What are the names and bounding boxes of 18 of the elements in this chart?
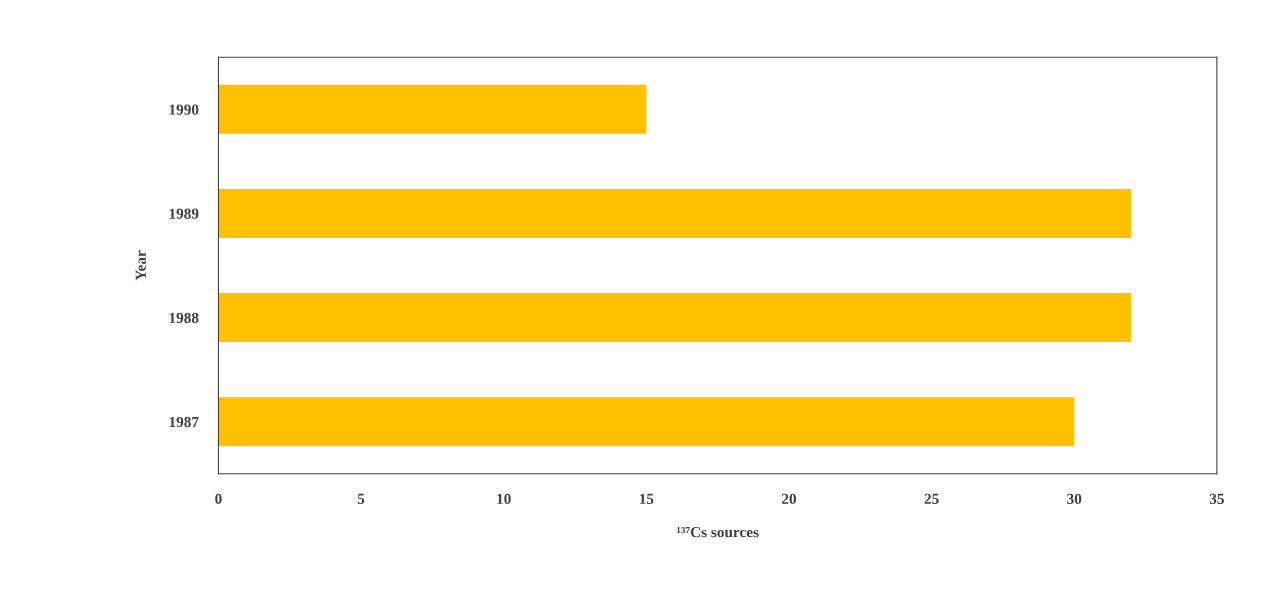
y-tick-label: 1990 <box>169 104 199 115</box>
bar <box>218 293 1132 343</box>
x-tick-label: 35 <box>1209 493 1224 504</box>
x-tick-label: 5 <box>357 493 365 504</box>
x-tick-label: 30 <box>1067 493 1082 504</box>
bar <box>218 397 1075 447</box>
x-tick-label: 25 <box>924 493 939 504</box>
x-tick-label: 20 <box>781 493 797 504</box>
y-axis-title: Year <box>135 250 146 281</box>
bar <box>218 188 1132 238</box>
x-tick-label: 15 <box>639 493 654 504</box>
y-tick-label: 1989 <box>169 208 199 219</box>
y-tick-label: 1988 <box>169 312 199 324</box>
bar <box>218 84 647 134</box>
x-axis-title: ¹³⁷Cs sources <box>676 527 759 538</box>
x-tick-label: 10 <box>497 493 511 504</box>
x-tick-label: 0 <box>215 493 222 504</box>
y-tick-label: 1987 <box>169 416 199 428</box>
